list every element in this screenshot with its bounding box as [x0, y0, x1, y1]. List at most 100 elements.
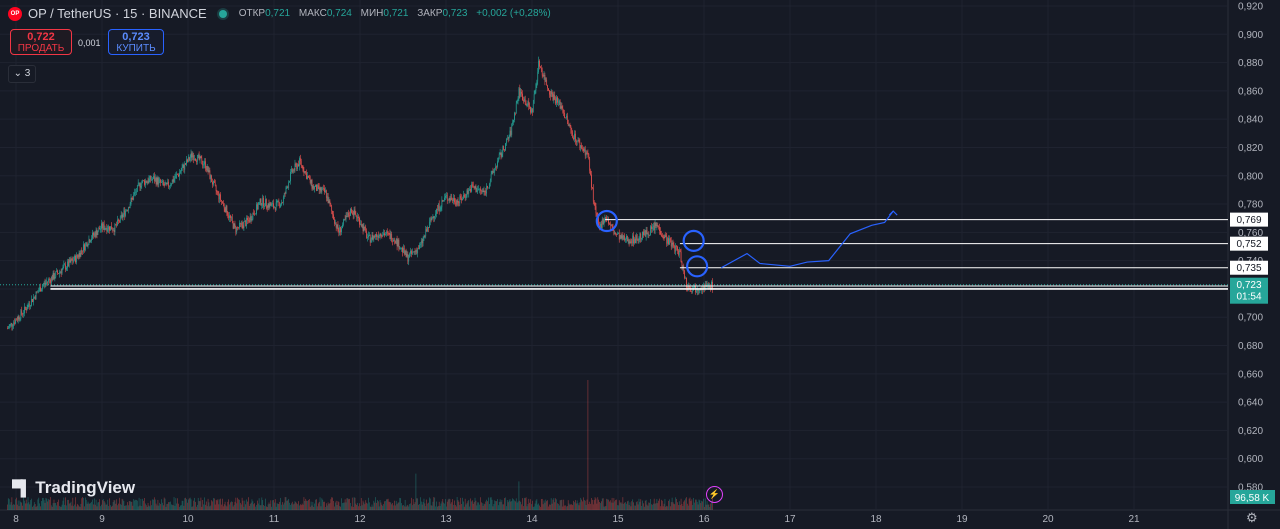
candle-body [381, 235, 383, 237]
candle-body [344, 218, 346, 220]
volume-bar [337, 501, 339, 510]
candle-body [518, 88, 520, 99]
volume-bar [472, 503, 474, 510]
volume-bar [35, 506, 37, 510]
candle-body [30, 305, 32, 307]
volume-bar [419, 504, 420, 510]
volume-bar [506, 506, 507, 510]
volume-bar [368, 497, 369, 510]
volume-bar [461, 504, 462, 510]
volume-bar [542, 504, 544, 510]
volume-bar [394, 500, 395, 510]
y-tick-label: 0,700 [1238, 313, 1263, 324]
candle-body [342, 224, 343, 229]
candle-body [398, 239, 400, 250]
candle-body [633, 235, 634, 244]
volume-bar [481, 503, 483, 510]
volume-bar [373, 500, 375, 510]
candle-body [670, 240, 672, 247]
candle-body [471, 184, 473, 186]
volume-bar [428, 502, 429, 510]
candle-body [101, 223, 102, 229]
volume-bar [672, 502, 674, 510]
candle-body [21, 310, 23, 314]
candle-body [382, 234, 384, 237]
volume-bar [476, 505, 478, 510]
candle-body [331, 206, 333, 211]
candle-body [455, 203, 457, 205]
volume-bar [521, 504, 522, 510]
candle-body [50, 276, 52, 283]
sell-button[interactable]: 0,722 ПРОДАТЬ [10, 29, 72, 55]
candle-body [205, 168, 207, 171]
volume-bar [559, 500, 561, 510]
volume-bar [346, 498, 348, 510]
candle-body [213, 180, 215, 183]
volume-bar [148, 505, 150, 510]
volume-bar [315, 499, 316, 510]
candle-body [199, 156, 201, 160]
volume-bar [21, 502, 23, 510]
indicators-toggle-button[interactable]: ⌄ 3 [8, 65, 36, 83]
volume-bar [378, 506, 380, 510]
candle-body [325, 190, 327, 198]
candle-body [301, 165, 303, 167]
candle-body [617, 233, 618, 235]
y-tick-label: 0,620 [1238, 426, 1263, 437]
volume-bar [49, 499, 50, 510]
candle-body [204, 161, 205, 165]
volume-bar [152, 499, 153, 510]
candle-body [655, 222, 657, 227]
candle-body [563, 112, 565, 113]
candle-body [203, 164, 204, 166]
candle-body [675, 245, 677, 252]
symbol-title[interactable]: OP / TetherUS · 15 · BINANCE [28, 6, 207, 21]
volume-bar [428, 497, 430, 510]
volume-bar [457, 500, 459, 510]
volume-bar [687, 505, 689, 510]
candle-body [610, 225, 612, 226]
volume-bar [438, 501, 440, 510]
volume-bar [38, 497, 40, 510]
volume-bar [710, 503, 711, 510]
volume-bar [269, 503, 271, 510]
volume-bar [218, 504, 220, 510]
volume-bar [361, 505, 363, 510]
volume-bar [408, 506, 410, 510]
candle-body [399, 249, 401, 250]
candle-body [162, 180, 163, 183]
volume-bar [594, 497, 596, 510]
candle-body [77, 256, 79, 258]
volume-bar [84, 497, 86, 510]
lightning-icon[interactable]: ⚡ [706, 486, 723, 503]
volume-bar [47, 501, 49, 510]
candle-body [159, 179, 161, 181]
candle-body [432, 216, 434, 218]
candle-body [416, 250, 418, 254]
volume-bar [33, 502, 35, 510]
candle-body [249, 216, 251, 223]
volume-bar [405, 506, 407, 510]
volume-bar [696, 501, 698, 510]
candle-body [166, 182, 168, 185]
volume-bar [119, 497, 120, 510]
y-tick-label: 0,900 [1238, 30, 1263, 41]
volume-bar [285, 497, 287, 510]
candle-body [16, 320, 18, 321]
candle-body [694, 286, 695, 288]
candle-body [291, 168, 293, 173]
volume-bar [420, 501, 422, 510]
volume-bar [306, 500, 307, 510]
volume-bar [14, 504, 15, 510]
volume-bar [495, 501, 496, 510]
volume-bar [442, 498, 444, 510]
gear-icon[interactable]: ⚙ [1246, 510, 1258, 525]
level-label-box [1230, 260, 1268, 275]
candle-body [52, 272, 54, 281]
buy-button[interactable]: 0,723 КУПИТЬ [108, 29, 164, 55]
candle-body [92, 232, 93, 239]
candle-body [690, 289, 692, 292]
volume-bar [15, 499, 16, 510]
candle-body [451, 197, 453, 200]
